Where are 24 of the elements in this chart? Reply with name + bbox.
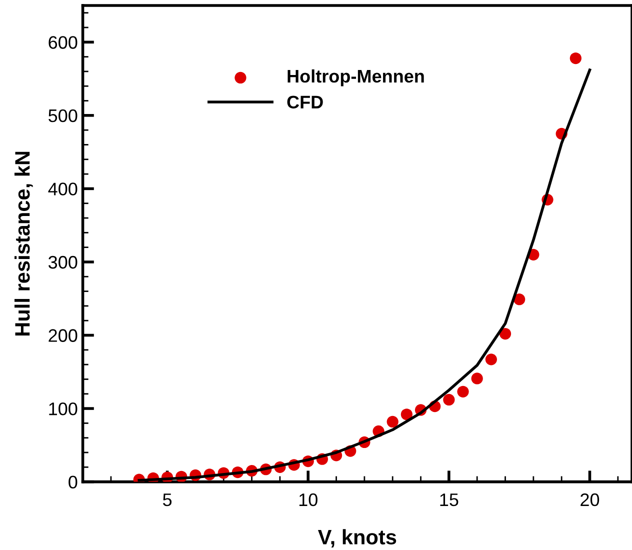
point [457,386,469,398]
y-tick-label: 0 [68,476,78,489]
point [570,52,582,64]
point [514,294,526,306]
x-tick-label: 15 [440,494,458,506]
point [386,416,398,428]
y-axis-title: Hull resistance, kN [14,152,33,336]
point [499,328,512,340]
y-tick-label: 500 [48,109,78,122]
y-tick-label: 100 [49,402,78,416]
x-axis-title: V, knots [318,529,396,548]
legend-label: Holtrop-Mennen [288,69,424,86]
point [471,372,483,384]
legend-label: CFD [287,96,323,108]
x-tick-label: 10 [299,493,318,506]
y-tick-label: 600 [48,36,78,49]
point [400,408,412,420]
y-tick-label: 400 [48,182,78,196]
y-tick-label: 300 [48,256,78,269]
x-tick-label: 5 [162,494,172,506]
y-tick-label: 200 [48,329,78,342]
point [485,354,497,366]
point [443,394,455,406]
x-tick-label: 20 [580,493,600,506]
